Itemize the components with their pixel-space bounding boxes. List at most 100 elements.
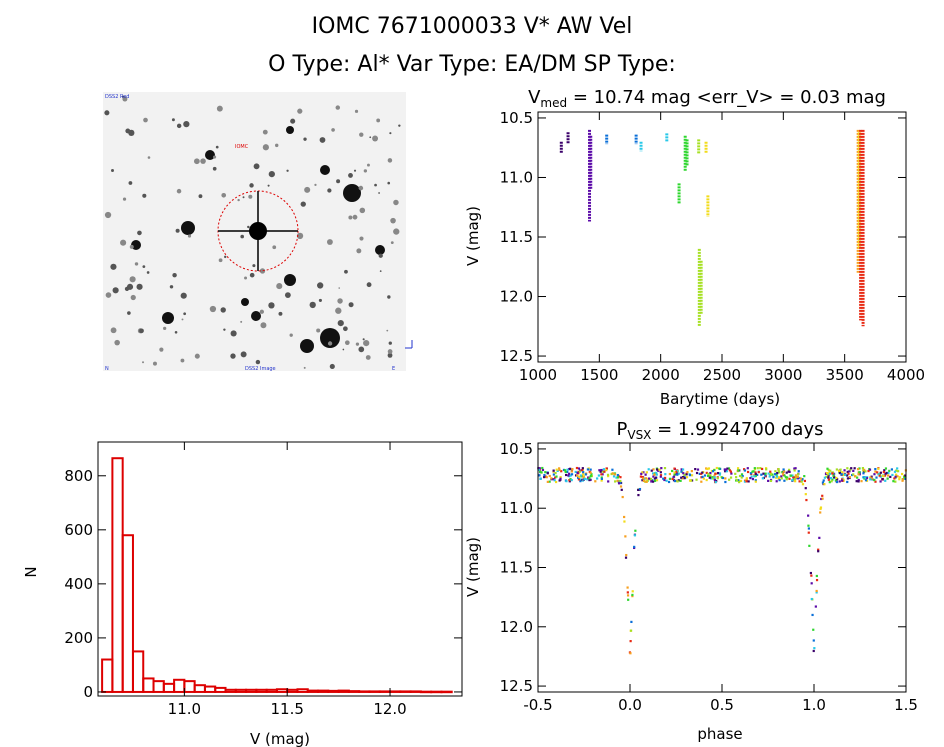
data-point (623, 520, 626, 523)
data-point (810, 582, 813, 585)
data-point (626, 591, 629, 594)
star (320, 328, 340, 348)
data-point (761, 467, 764, 471)
data-point (847, 472, 850, 475)
data-point (710, 477, 713, 480)
data-point (576, 471, 579, 474)
data-point (648, 477, 651, 480)
data-point (683, 477, 686, 480)
data-point (862, 472, 865, 475)
data-point (798, 480, 801, 483)
phased-points (537, 466, 907, 655)
finder-stars (104, 95, 401, 370)
data-point (589, 468, 592, 471)
data-point (600, 477, 603, 480)
data-point (754, 479, 757, 482)
data-point (676, 480, 679, 483)
star (303, 137, 307, 141)
data-point (891, 473, 894, 477)
finder-top-label: DSS2 Red (105, 94, 129, 100)
data-point (862, 476, 865, 479)
data-point (875, 476, 878, 479)
data-point (823, 476, 826, 479)
star (136, 283, 143, 290)
star (337, 298, 343, 304)
data-point (879, 471, 882, 474)
histogram-bar (286, 688, 299, 693)
data-point (857, 478, 860, 482)
data-point (839, 468, 842, 471)
star (387, 181, 391, 185)
star (284, 292, 291, 299)
data-point (581, 467, 584, 470)
data-point (629, 640, 632, 643)
star (267, 184, 270, 187)
data-point (857, 473, 860, 476)
histogram-bar (142, 677, 155, 693)
data-point (677, 479, 680, 482)
star (390, 241, 394, 245)
histogram-bar (440, 690, 453, 694)
data-point (781, 471, 784, 474)
star (390, 217, 396, 224)
data-point (566, 470, 569, 474)
finder-bottom-left: N (105, 366, 109, 372)
data-point (586, 478, 589, 481)
histogram-bar (358, 690, 371, 693)
data-point (577, 478, 581, 481)
data-point (777, 477, 780, 480)
data-point (607, 474, 610, 478)
data-point (655, 479, 659, 482)
finder-image: DSS2 Red IOMC N DSS2 Image E (103, 92, 413, 372)
data-point (745, 477, 748, 480)
data-point (903, 475, 906, 479)
data-point (812, 649, 815, 653)
data-point (582, 478, 585, 481)
data-point (616, 473, 619, 477)
data-point (576, 474, 579, 477)
data-point (858, 471, 861, 474)
star (284, 274, 296, 286)
x-tick-label: 0.0 (618, 696, 642, 714)
data-point (645, 480, 648, 483)
data-point (828, 472, 832, 475)
y-tick-label: 12.0 (500, 288, 533, 306)
star (198, 194, 203, 199)
data-point (805, 498, 808, 502)
y-tick-label: 11.0 (500, 499, 533, 517)
data-point (737, 479, 740, 482)
data-point (715, 466, 718, 470)
star (358, 346, 365, 353)
star (366, 282, 372, 288)
x-tick-label: 11.5 (270, 700, 303, 718)
data-point (841, 474, 844, 477)
star (276, 283, 283, 290)
data-point (685, 476, 689, 479)
data-point (815, 591, 818, 594)
data-point (868, 468, 872, 471)
lightcurve-title: Vmed = 10.74 mag <err_V> = 0.03 mag (528, 87, 886, 110)
data-point (780, 477, 783, 480)
data-point (680, 476, 683, 479)
data-point (611, 468, 614, 471)
star (286, 169, 289, 172)
data-point (844, 473, 847, 476)
x-tick-label: 3500 (826, 366, 864, 384)
data-point (853, 467, 856, 470)
data-point (641, 475, 644, 479)
data-point (659, 474, 663, 477)
star (362, 338, 365, 341)
y-tick-label: 600 (64, 521, 93, 539)
data-point (588, 478, 591, 482)
star (255, 359, 261, 365)
data-point (655, 471, 658, 474)
star (359, 207, 366, 214)
data-point (578, 475, 581, 478)
data-point (821, 494, 824, 497)
y-tick-label: 10.5 (500, 109, 533, 127)
star (387, 295, 391, 299)
histogram-bar (131, 650, 145, 693)
star (309, 301, 316, 309)
star (268, 302, 275, 309)
star (387, 352, 393, 358)
